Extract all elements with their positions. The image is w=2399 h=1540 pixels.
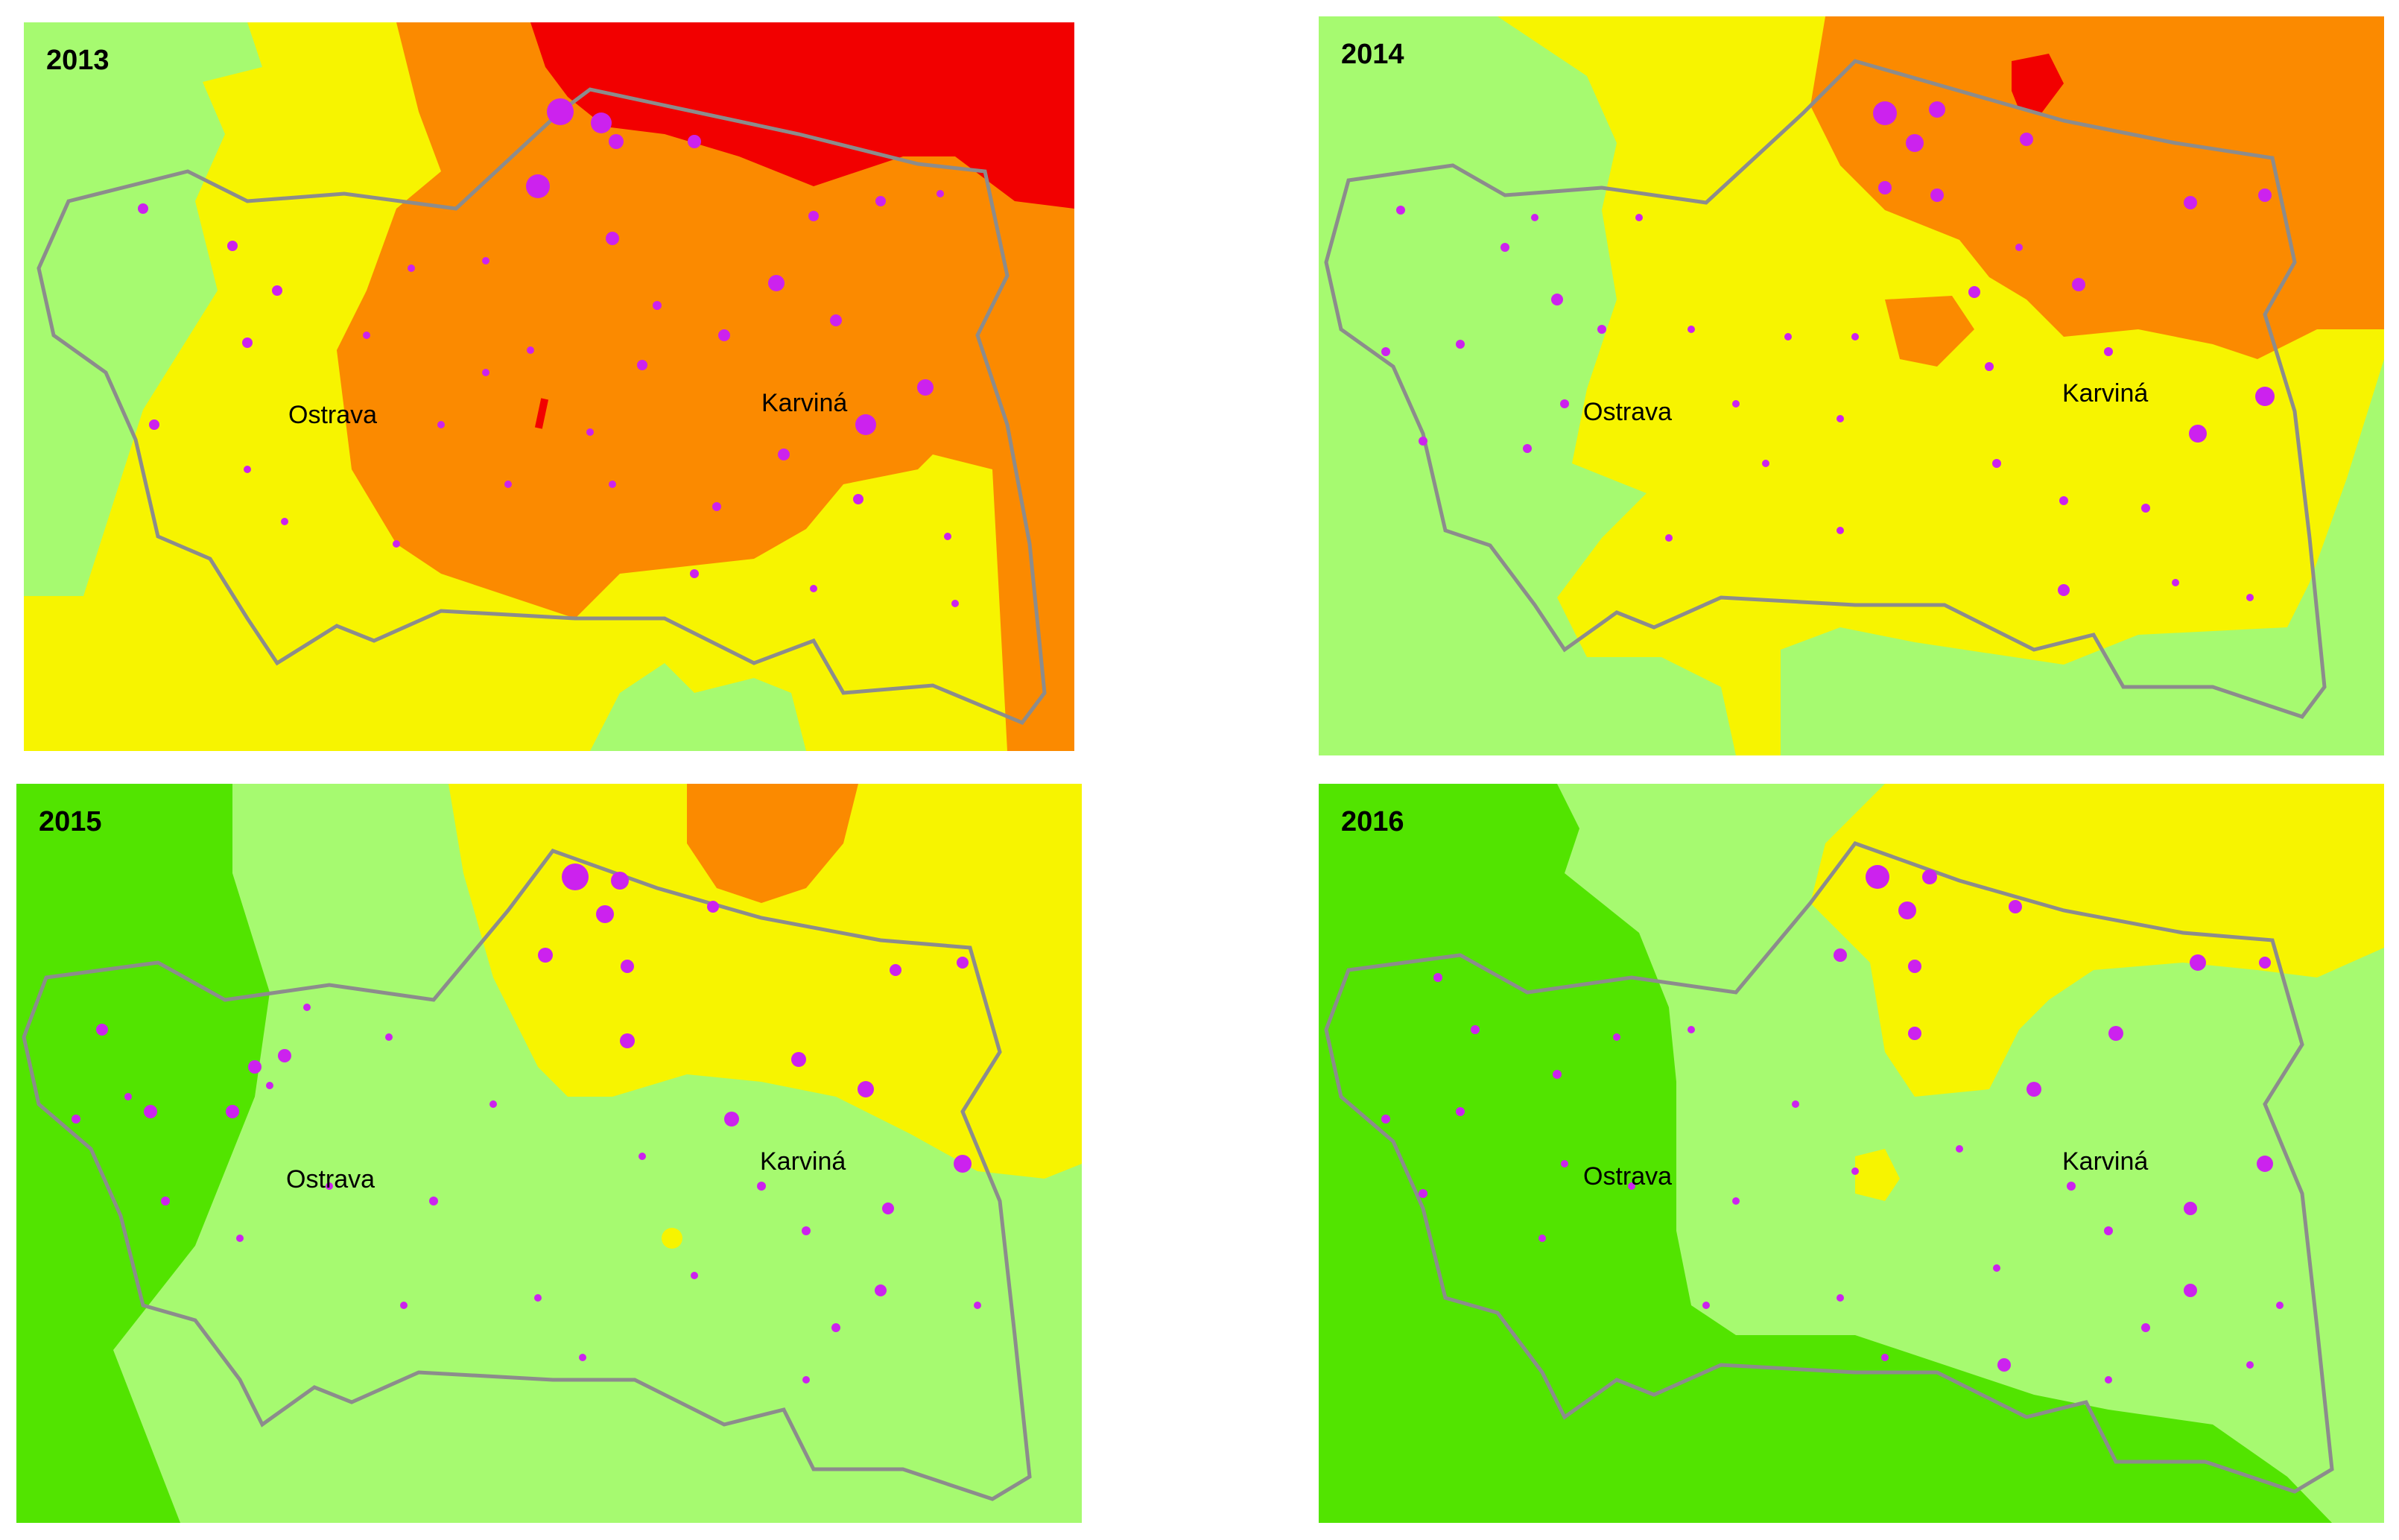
- year-label: 2014: [1341, 39, 1404, 70]
- city-label-karvina: Karviná: [761, 389, 848, 417]
- year-label: 2015: [39, 806, 102, 837]
- year-label: 2013: [46, 45, 110, 76]
- city-label-karvina: Karviná: [2062, 1147, 2149, 1176]
- concentration-map-2013: [24, 22, 1074, 751]
- measurement-points-2014: [1381, 101, 2275, 601]
- map-panel-2013: 2013 Ostrava Karviná: [24, 22, 1074, 751]
- map-panel-2015: 2015 Ostrava Karviná: [16, 784, 1082, 1523]
- city-label-ostrava: Ostrava: [286, 1165, 375, 1194]
- concentration-map-2014: [1319, 16, 2384, 755]
- map-panel-2014: 2014 Ostrava Karviná: [1319, 16, 2384, 755]
- measurement-points-2016: [1381, 865, 2284, 1384]
- measurement-points-2013: [138, 98, 959, 607]
- city-label-ostrava: Ostrava: [1583, 1162, 1673, 1191]
- map-panel-2016: 2016 Ostrava Karviná: [1319, 784, 2384, 1523]
- year-label: 2016: [1341, 806, 1404, 837]
- city-label-karvina: Karviná: [2062, 379, 2149, 408]
- concentration-map-2015: [16, 784, 1082, 1523]
- city-label-karvina: Karviná: [760, 1147, 846, 1176]
- city-label-ostrava: Ostrava: [1583, 398, 1673, 426]
- measurement-points-2015: [72, 864, 981, 1384]
- city-label-ostrava: Ostrava: [288, 401, 378, 429]
- concentration-map-2016: [1319, 784, 2384, 1523]
